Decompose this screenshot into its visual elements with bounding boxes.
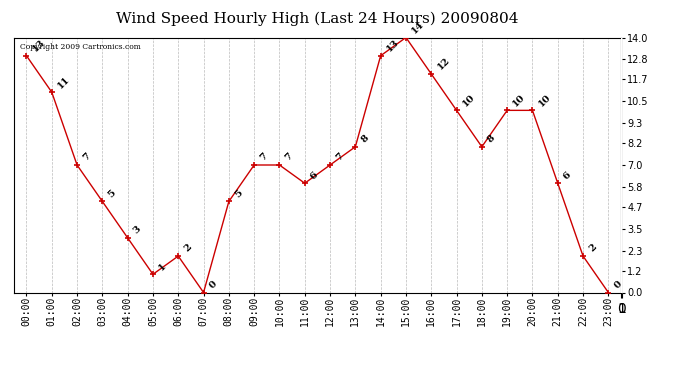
Text: 13: 13 [385,38,401,54]
Text: 1: 1 [157,261,168,272]
Text: Copyright 2009 Cartronics.com: Copyright 2009 Cartronics.com [20,43,141,51]
Text: 5: 5 [233,188,244,199]
Text: 0: 0 [613,279,624,290]
Text: 8: 8 [486,134,497,145]
Text: 14: 14 [410,20,426,35]
Text: 2: 2 [587,243,598,254]
Text: 10: 10 [511,92,527,108]
Text: 11: 11 [56,74,72,90]
Text: 7: 7 [334,152,346,163]
Text: 5: 5 [106,188,118,199]
Text: 3: 3 [132,225,143,236]
Text: 7: 7 [284,152,295,163]
Text: 12: 12 [435,56,451,72]
Text: 10: 10 [461,92,477,108]
Text: 7: 7 [258,152,270,163]
Text: 2: 2 [182,243,194,254]
Text: 7: 7 [81,152,92,163]
Text: 6: 6 [309,170,320,181]
Text: 0: 0 [208,279,219,290]
Text: 8: 8 [359,134,371,145]
Text: 10: 10 [537,92,553,108]
Text: 13: 13 [30,38,46,54]
Text: Wind Speed Hourly High (Last 24 Hours) 20090804: Wind Speed Hourly High (Last 24 Hours) 2… [116,11,519,26]
Text: 6: 6 [562,170,573,181]
